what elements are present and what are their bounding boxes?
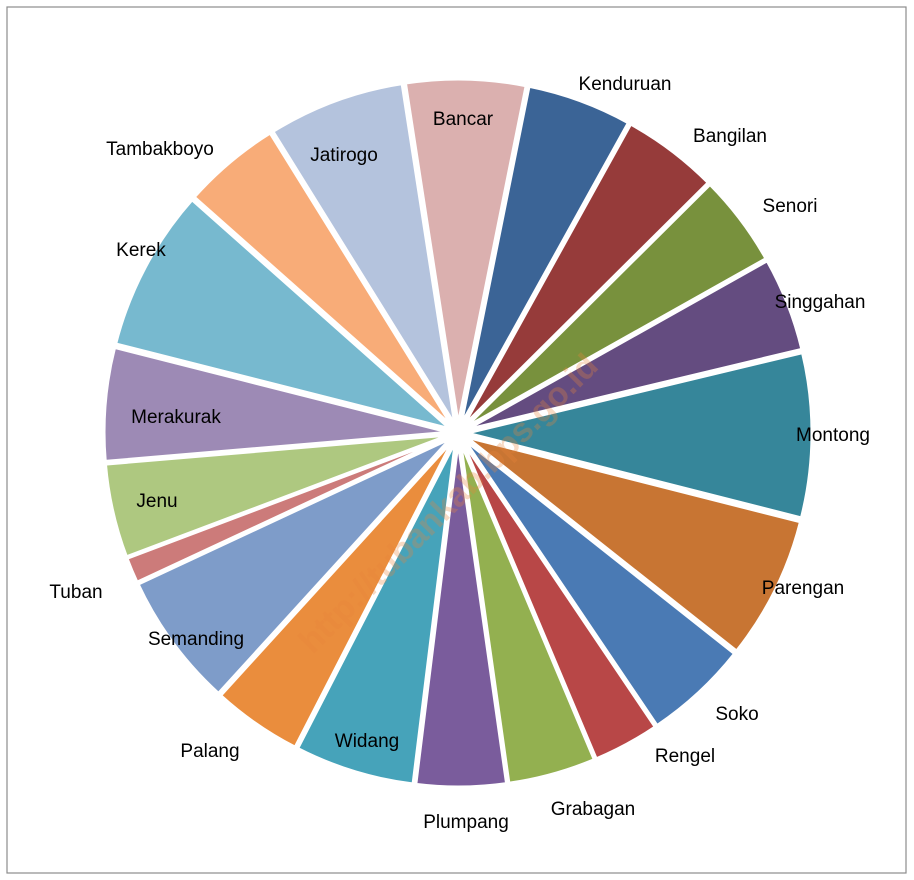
slice xyxy=(192,130,454,428)
slice-label: Montong xyxy=(796,425,870,446)
slice-label: Rengel xyxy=(655,746,715,767)
slice xyxy=(125,435,451,585)
slice xyxy=(218,439,455,750)
slice xyxy=(403,77,528,425)
slice xyxy=(460,440,658,761)
slice-label: Grabagan xyxy=(551,799,636,820)
slice xyxy=(465,258,804,432)
slice-label: Soko xyxy=(715,704,758,725)
slice-label: Widang xyxy=(335,731,399,752)
slice-label: Kerek xyxy=(116,240,166,261)
slice-label: Kenduruan xyxy=(579,74,672,95)
slice xyxy=(464,182,769,429)
slice xyxy=(102,345,450,463)
slice-label: Parengan xyxy=(762,578,844,599)
slice-label: Tambakboyo xyxy=(106,139,214,160)
slice-label: Jenu xyxy=(136,491,177,512)
slice-label: Plumpang xyxy=(423,812,509,833)
slice xyxy=(414,441,509,789)
slice-label: Singgahan xyxy=(775,292,866,313)
pie xyxy=(102,77,814,789)
slice-label: Tuban xyxy=(49,582,102,603)
slice xyxy=(136,436,452,696)
slice xyxy=(295,440,457,786)
slice xyxy=(113,197,452,431)
slice xyxy=(458,441,597,785)
slice-label: Semanding xyxy=(148,629,244,650)
slice-label: Senori xyxy=(763,196,818,217)
slice xyxy=(103,433,450,559)
slice xyxy=(459,84,631,426)
slice-label: Jatirogo xyxy=(310,145,378,166)
labels: Bancar Kenduruan Bangilan Senori Singgahan Mo… xyxy=(49,74,870,833)
slice xyxy=(462,122,711,427)
slice-label: Palang xyxy=(180,741,239,762)
slice xyxy=(466,350,814,520)
slice-label: Bangilan xyxy=(693,126,767,147)
slice xyxy=(462,438,737,728)
slice-label: Merakurak xyxy=(131,407,221,428)
slice xyxy=(465,435,803,654)
slice-label: Bancar xyxy=(433,109,494,130)
slice xyxy=(270,81,457,426)
